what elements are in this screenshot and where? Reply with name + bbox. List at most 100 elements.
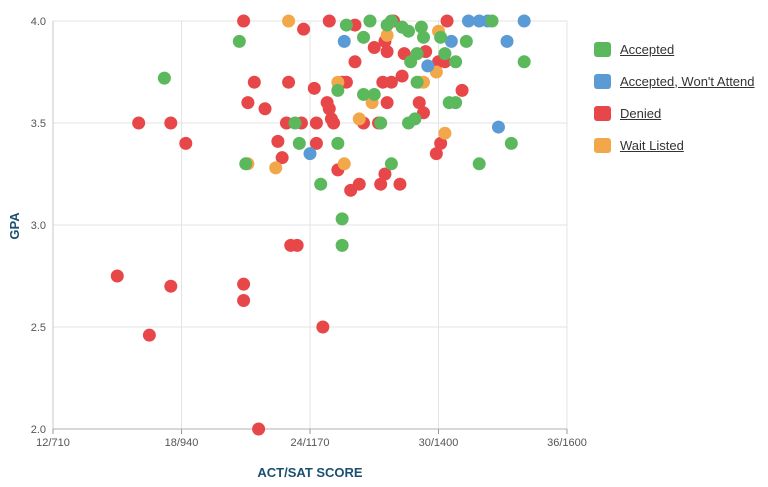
- point-denied[interactable]: [367, 41, 381, 55]
- point-accepted[interactable]: [314, 177, 328, 191]
- point-denied[interactable]: [258, 102, 272, 116]
- point-denied[interactable]: [164, 279, 178, 293]
- point-accepted[interactable]: [288, 116, 302, 130]
- point-accepted[interactable]: [335, 212, 349, 226]
- x-tick-label: 24/1170: [291, 437, 330, 449]
- point-accepted[interactable]: [438, 47, 452, 61]
- point-denied[interactable]: [309, 116, 323, 130]
- legend-label: Accepted: [620, 41, 675, 57]
- point-accepted-won-t-attend[interactable]: [461, 14, 475, 28]
- point-accepted-won-t-attend[interactable]: [337, 34, 351, 48]
- point-accepted[interactable]: [232, 34, 246, 48]
- point-denied[interactable]: [271, 134, 285, 148]
- point-denied[interactable]: [309, 136, 323, 150]
- point-denied[interactable]: [455, 83, 469, 97]
- point-accepted[interactable]: [374, 116, 388, 130]
- point-accepted[interactable]: [331, 83, 345, 97]
- point-denied[interactable]: [275, 151, 289, 165]
- point-denied[interactable]: [290, 238, 304, 252]
- point-denied[interactable]: [380, 45, 394, 59]
- point-accepted-won-t-attend[interactable]: [303, 147, 317, 161]
- point-denied[interactable]: [247, 75, 261, 89]
- point-accepted-won-t-attend[interactable]: [500, 34, 514, 48]
- point-accepted[interactable]: [331, 136, 345, 150]
- point-denied[interactable]: [395, 69, 409, 83]
- point-denied[interactable]: [374, 177, 388, 191]
- point-accepted[interactable]: [402, 24, 416, 38]
- x-tick-label: 30/1400: [419, 437, 459, 449]
- point-accepted[interactable]: [335, 238, 349, 252]
- point-denied[interactable]: [237, 14, 251, 28]
- point-wait-listed[interactable]: [438, 126, 452, 140]
- point-wait-listed[interactable]: [269, 161, 283, 175]
- point-accepted[interactable]: [384, 14, 398, 28]
- point-denied[interactable]: [412, 96, 426, 110]
- point-accepted[interactable]: [363, 14, 377, 28]
- point-accepted-won-t-attend[interactable]: [421, 59, 435, 73]
- point-wait-listed[interactable]: [337, 157, 351, 171]
- point-accepted[interactable]: [357, 87, 371, 101]
- point-denied[interactable]: [132, 116, 146, 130]
- point-denied[interactable]: [307, 81, 321, 95]
- point-denied[interactable]: [142, 328, 156, 342]
- point-accepted[interactable]: [449, 96, 463, 110]
- point-accepted[interactable]: [472, 157, 486, 171]
- point-wait-listed[interactable]: [282, 14, 296, 28]
- point-denied[interactable]: [252, 422, 266, 436]
- legend-item[interactable]: Denied: [594, 97, 766, 129]
- point-accepted[interactable]: [417, 30, 431, 44]
- legend-swatch: [594, 73, 611, 89]
- point-denied[interactable]: [237, 293, 251, 307]
- point-accepted[interactable]: [517, 55, 531, 69]
- point-denied[interactable]: [241, 96, 255, 110]
- point-accepted[interactable]: [367, 87, 381, 101]
- point-accepted[interactable]: [292, 136, 306, 150]
- point-accepted-won-t-attend[interactable]: [491, 120, 505, 134]
- point-denied[interactable]: [237, 277, 251, 291]
- point-denied[interactable]: [384, 75, 398, 89]
- point-accepted[interactable]: [485, 14, 499, 28]
- point-accepted[interactable]: [434, 30, 448, 44]
- point-accepted[interactable]: [410, 47, 424, 61]
- point-denied[interactable]: [429, 147, 443, 161]
- point-denied[interactable]: [378, 167, 392, 181]
- point-accepted[interactable]: [357, 30, 371, 44]
- point-accepted-won-t-attend[interactable]: [517, 14, 531, 28]
- point-accepted[interactable]: [449, 55, 463, 69]
- point-accepted[interactable]: [410, 75, 424, 89]
- point-accepted[interactable]: [157, 71, 171, 85]
- point-wait-listed[interactable]: [352, 112, 366, 126]
- point-accepted[interactable]: [339, 18, 353, 32]
- point-denied[interactable]: [316, 320, 330, 334]
- point-denied[interactable]: [327, 116, 341, 130]
- legend-item[interactable]: Accepted: [594, 33, 766, 65]
- point-accepted[interactable]: [414, 20, 428, 34]
- point-denied[interactable]: [282, 75, 296, 89]
- point-denied[interactable]: [297, 22, 311, 36]
- point-denied[interactable]: [348, 55, 362, 69]
- point-denied[interactable]: [164, 116, 178, 130]
- point-denied[interactable]: [322, 102, 336, 116]
- point-accepted[interactable]: [459, 34, 473, 48]
- legend-item[interactable]: Wait Listed: [594, 129, 766, 161]
- point-denied[interactable]: [393, 177, 407, 191]
- point-denied[interactable]: [322, 14, 336, 28]
- point-denied[interactable]: [434, 136, 448, 150]
- x-tick-label: 12/710: [36, 437, 70, 449]
- point-denied[interactable]: [352, 177, 366, 191]
- point-denied[interactable]: [440, 14, 454, 28]
- point-denied[interactable]: [179, 136, 193, 150]
- point-accepted-won-t-attend[interactable]: [444, 34, 458, 48]
- point-accepted[interactable]: [239, 157, 253, 171]
- point-accepted[interactable]: [408, 112, 422, 126]
- point-wait-listed[interactable]: [380, 28, 394, 42]
- axes: 2.0 2.5 3.0 3.5 4.0 12/710 18/940 24/1170 30/140…: [31, 16, 587, 449]
- y-tick-label: 2.0: [31, 424, 46, 436]
- x-tick-label: 36/1600: [547, 437, 587, 449]
- point-accepted[interactable]: [504, 136, 518, 150]
- legend-item[interactable]: Accepted, Won't Attend: [594, 65, 766, 97]
- point-denied[interactable]: [380, 96, 394, 110]
- point-accepted[interactable]: [384, 157, 398, 171]
- y-tick-label: 3.5: [31, 118, 46, 130]
- point-denied[interactable]: [110, 269, 124, 283]
